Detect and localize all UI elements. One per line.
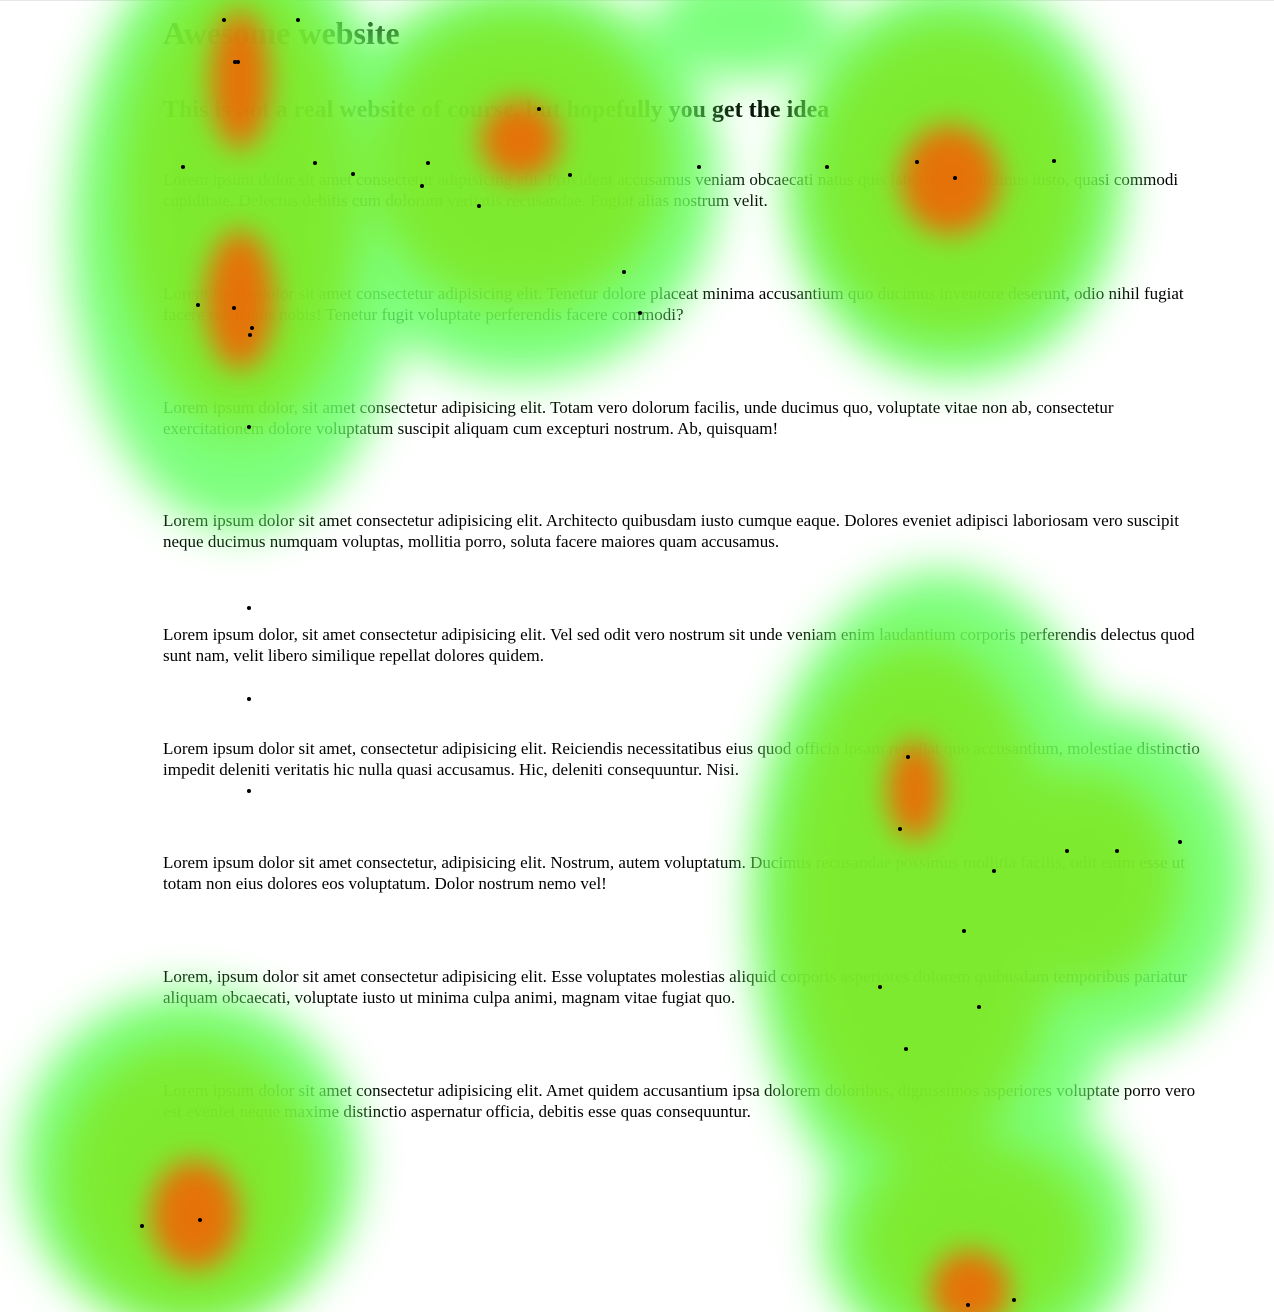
paragraph: Lorem ipsum dolor sit amet consectetur a… xyxy=(163,284,1184,324)
heatmap-mid-blob xyxy=(370,10,670,310)
click-point xyxy=(248,333,252,337)
click-point xyxy=(622,270,626,274)
click-point xyxy=(140,1224,144,1228)
click-point xyxy=(198,1218,202,1222)
paragraph: Lorem ipsum dolor sit amet consectetur, … xyxy=(163,853,1185,893)
paragraph: Lorem ipsum dolor sit amet consectetur a… xyxy=(163,511,1179,551)
heatmap-hot-blob xyxy=(150,1160,240,1270)
paragraph: Lorem, ipsum dolor sit amet consectetur … xyxy=(163,967,1188,1007)
page-title: Awesome website xyxy=(163,15,400,51)
paragraph: Lorem ipsum dolor sit amet, consectetur … xyxy=(163,739,1200,779)
click-point xyxy=(426,161,430,165)
click-point xyxy=(236,60,240,64)
heatmap-low-blob xyxy=(655,0,835,80)
click-point xyxy=(247,789,251,793)
heatmap-hot-blob xyxy=(930,1250,1010,1312)
click-point xyxy=(233,60,237,64)
heatmap-mid-blob xyxy=(120,0,360,430)
click-point xyxy=(250,326,254,330)
paragraph: Lorem ipsum dolor sit amet consectetur a… xyxy=(163,1081,1196,1121)
page-subtitle: This is not a real website of course, bu… xyxy=(163,97,830,123)
click-point xyxy=(915,160,919,164)
click-point xyxy=(962,929,966,933)
heatmap-low-blob xyxy=(750,570,1130,1230)
paragraph: Lorem ipsum dolor, sit amet consectetur … xyxy=(163,398,1114,438)
click-point xyxy=(247,697,251,701)
paragraph: Lorem ipsum dolor sit amet consectetur a… xyxy=(163,170,1179,210)
click-point xyxy=(247,606,251,610)
top-divider xyxy=(0,0,1274,1)
click-point xyxy=(1178,840,1182,844)
heatmap-low-blob xyxy=(70,0,410,530)
heatmap-low-blob xyxy=(820,1090,1140,1312)
heatmap-mid-blob xyxy=(855,1140,1095,1312)
click-point xyxy=(1052,159,1056,163)
click-point xyxy=(966,1303,970,1307)
paragraph: Lorem ipsum dolor, sit amet consectetur … xyxy=(163,625,1195,665)
click-point xyxy=(313,161,317,165)
click-point xyxy=(904,1047,908,1051)
click-point xyxy=(1012,1298,1016,1302)
heatmap-low-blob xyxy=(20,990,360,1312)
click-point xyxy=(898,827,902,831)
